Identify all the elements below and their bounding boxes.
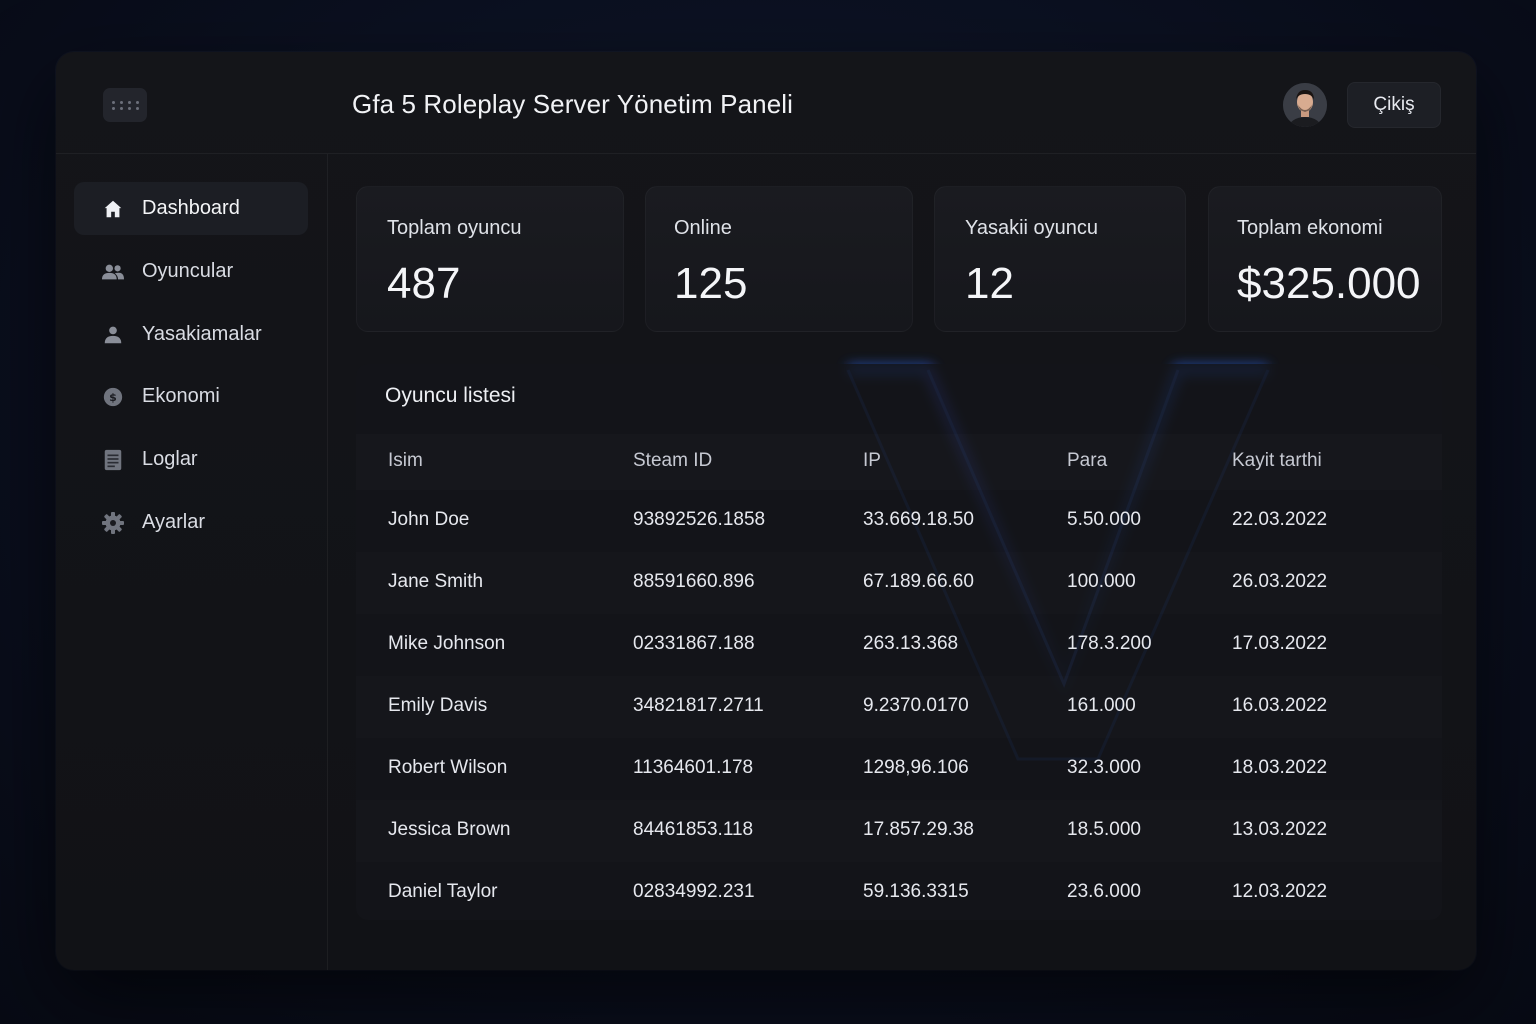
stat-card-banned-players: Yasakii oyuncu 12 [934,186,1186,332]
dot-icon [119,106,123,110]
cell-money: 23.6.000 [1067,881,1141,902]
sidebar-item-label: Oyuncular [142,260,234,282]
table-row[interactable]: Emily Davis 34821817.2711 9.2370.0170 16… [356,676,1442,738]
cell-name: Mike Johnson [388,633,506,654]
cell-money: 32.3.000 [1067,757,1141,778]
cell-money: 161.000 [1067,695,1136,716]
table-header: Isim Steam ID IP Para Kayit tarthi [356,434,1442,490]
main-content: Toplam oyuncu 487 Online 125 Yasakii oyu… [328,154,1476,970]
cell-money: 18.5.000 [1067,819,1141,840]
top-bar: Gfa 5 Roleplay Server Yönetim Paneli Çik… [56,52,1476,154]
sidebar-item-label: Loglar [142,448,198,470]
document-icon [100,447,126,473]
cell-date: 13.03.2022 [1232,819,1328,840]
cell-money: 178.3.200 [1067,633,1152,654]
svg-text:$: $ [109,391,117,404]
sidebar-item-label: Ayarlar [142,511,205,533]
cell-ip: 1298,96.106 [863,757,969,778]
gear-icon [100,510,126,536]
sidebar: Dashboard Oyuncular Yasakiamalar $ Ekono… [56,154,328,970]
cell-steam-id: 02331867.188 [633,633,755,654]
dot-icon [127,106,131,110]
cell-name: Jessica Brown [388,819,511,840]
cell-steam-id: 34821817.2711 [633,695,764,716]
logout-button[interactable]: Çikiş [1347,82,1441,128]
sidebar-item-label: Yasakiamalar [142,323,262,345]
avatar[interactable] [1283,83,1327,127]
cell-date: 17.03.2022 [1232,633,1328,654]
panel-title: Oyuncu listesi [385,384,516,407]
column-header-steam-id[interactable]: Steam ID [633,450,713,471]
column-header-ip[interactable]: IP [863,450,881,471]
cell-ip: 17.857.29.38 [863,819,974,840]
column-header-register-date[interactable]: Kayit tarthi [1232,450,1322,471]
dot-icon [119,100,123,104]
user-ban-icon [100,322,126,348]
dot-icon [135,106,139,110]
sidebar-item-yasaklamalar[interactable]: Yasakiamalar [74,308,308,361]
stat-label: Online [674,217,732,239]
cell-steam-id: 84461853.118 [633,819,754,840]
cell-steam-id: 11364601.178 [633,757,754,778]
user-avatar-icon [1283,83,1327,127]
cell-ip: 67.189.66.60 [863,571,974,592]
cell-date: 22.03.2022 [1232,509,1328,530]
stat-card-total-players: Toplam oyuncu 487 [356,186,624,332]
cell-ip: 9.2370.0170 [863,695,969,716]
cell-money: 5.50.000 [1067,509,1141,530]
sidebar-item-loglar[interactable]: Loglar [74,433,308,486]
column-header-money[interactable]: Para [1067,450,1108,471]
cell-date: 16.03.2022 [1232,695,1328,716]
table-row[interactable]: Robert Wilson 11364601.178 1298,96.106 3… [356,738,1442,800]
cell-name: Jane Smith [388,571,484,592]
cell-ip: 59.136.3315 [863,881,969,902]
stat-value: $325.000 [1237,259,1421,308]
cell-date: 26.03.2022 [1232,571,1328,592]
coin-icon: $ [100,384,126,410]
cell-ip: 33.669.18.50 [863,509,974,530]
dot-icon [111,100,115,104]
sidebar-item-dashboard[interactable]: Dashboard [74,182,308,235]
cell-date: 18.03.2022 [1232,757,1328,778]
dot-icon [127,100,131,104]
cell-money: 100.000 [1067,571,1136,592]
sidebar-item-label: Dashboard [142,197,240,219]
sidebar-item-oyuncular[interactable]: Oyuncular [74,245,308,298]
column-header-name[interactable]: Isim [388,450,423,471]
cell-name: Emily Davis [388,695,488,716]
table-row[interactable]: Daniel Taylor 02834992.231 59.136.3315 2… [356,862,1442,924]
dot-icon [111,106,115,110]
cell-steam-id: 93892526.1858 [633,509,766,530]
sidebar-item-ayarlar[interactable]: Ayarlar [74,496,308,549]
table-row[interactable]: John Doe 93892526.1858 33.669.18.50 5.50… [356,490,1442,552]
cell-name: Daniel Taylor [388,881,498,902]
dot-icon [135,100,139,104]
stat-value: 125 [674,259,748,308]
stat-value: 12 [965,259,1014,308]
cell-name: Robert Wilson [388,757,508,778]
admin-window: Gfa 5 Roleplay Server Yönetim Paneli Çik… [56,52,1476,970]
sidebar-item-label: Ekonomi [142,385,220,407]
cell-steam-id: 02834992.231 [633,881,755,902]
stat-label: Yasakii oyuncu [965,217,1099,239]
table-row[interactable]: Mike Johnson 02331867.188 263.13.368 178… [356,614,1442,676]
cell-ip: 263.13.368 [863,633,959,654]
table-row[interactable]: Jessica Brown 84461853.118 17.857.29.38 … [356,800,1442,862]
menu-grid-button[interactable] [103,88,147,122]
table-row[interactable]: Jane Smith 88591660.896 67.189.66.60 100… [356,552,1442,614]
cell-date: 12.03.2022 [1232,881,1328,902]
page-title: Gfa 5 Roleplay Server Yönetim Paneli [352,89,794,119]
stat-value: 487 [387,259,461,308]
home-icon [100,196,126,222]
sidebar-item-ekonomi[interactable]: $ Ekonomi [74,370,308,423]
stat-card-online: Online 125 [645,186,913,332]
player-list-panel: Oyuncu listesi Isim Steam ID IP Para Kay… [356,364,1442,920]
cell-name: John Doe [388,509,470,530]
stat-label: Toplam oyuncu [387,217,522,239]
stat-card-total-economy: Toplam ekonomi $325.000 [1208,186,1442,332]
users-icon [100,259,126,285]
stat-label: Toplam ekonomi [1237,217,1383,239]
cell-steam-id: 88591660.896 [633,571,755,592]
